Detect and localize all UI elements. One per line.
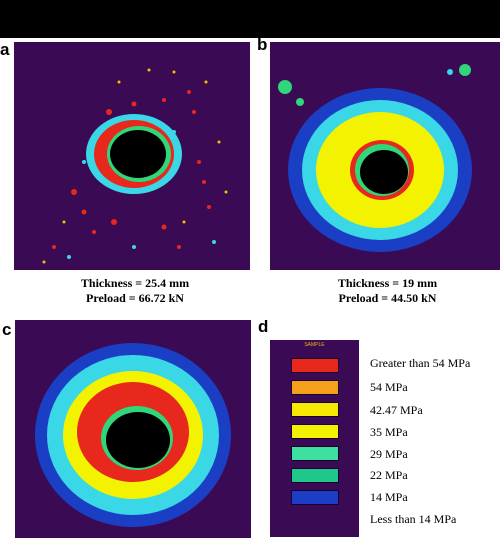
legend-label-8: Less than 14 MPa [370, 512, 457, 526]
bolt-hole-a [110, 130, 166, 178]
panel-label-b: b [257, 35, 268, 54]
legend-label-7: 14 MPa [370, 490, 408, 504]
caption-a: Thickness = 25.4 mm Preload = 66.72 kN [20, 276, 250, 306]
legend-label-3: 42.47 MPa [370, 403, 423, 417]
caption-b-thickness: Thickness = 19 mm [337, 276, 438, 290]
top-black-bar [0, 0, 500, 38]
legend-swatch-6 [291, 468, 339, 483]
pressure-map-b [270, 42, 500, 270]
bolt-hole-b [360, 150, 408, 194]
legend-label-2: 54 MPa [370, 380, 408, 394]
legend-swatch-8 [291, 512, 339, 527]
caption-a-thickness: Thickness = 25.4 mm [80, 276, 190, 290]
legend-sample-strip: SAMPLE [270, 340, 359, 537]
pressure-map-c-graphic [35, 343, 231, 527]
legend-label-5: 29 MPa [370, 447, 408, 461]
legend-swatch-5 [291, 446, 339, 461]
speckles-red-a [52, 90, 211, 249]
panel-label-a: a [0, 40, 10, 59]
legend-swatch-4 [291, 424, 339, 439]
legend-sample-header: SAMPLE [304, 342, 325, 348]
panel-label-d: d [258, 317, 269, 336]
pressure-map-a [14, 42, 250, 270]
pressure-map-b-graphic [278, 64, 472, 252]
caption-b: Thickness = 19 mm Preload = 44.50 kN [275, 276, 500, 306]
legend-swatch-7 [291, 490, 339, 505]
legend-label-6: 22 MPa [370, 468, 408, 482]
caption-a-preload: Preload = 66.72 kN [86, 291, 184, 305]
caption-b-preload: Preload = 44.50 kN [338, 291, 437, 305]
bolt-hole-c [106, 412, 170, 468]
pressure-map-a-graphic [42, 68, 228, 264]
panel-label-c: c [2, 320, 12, 339]
pressure-map-c [15, 320, 251, 538]
legend-label-4: 35 MPa [370, 425, 408, 439]
legend-swatch-1 [291, 358, 339, 373]
legend-label-1: Greater than 54 MPa [370, 356, 471, 370]
legend-swatch-3 [291, 402, 339, 417]
legend-swatch-2 [291, 380, 339, 395]
speckles-yellow-a [42, 68, 228, 264]
